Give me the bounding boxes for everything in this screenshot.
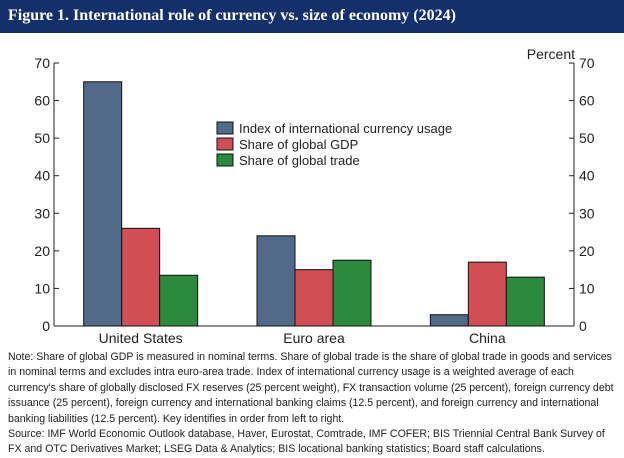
note-text: Note: Share of global GDP is measured in… — [8, 351, 614, 425]
y-tick-label-right: 50 — [579, 130, 595, 146]
y-tick-label-right: 70 — [579, 55, 595, 71]
x-tick-label: China — [469, 330, 506, 346]
chart-legend: Index of international currency usageSha… — [216, 121, 452, 168]
y-tick-label-right: 10 — [579, 280, 595, 296]
y-tick-label-left: 60 — [34, 93, 50, 109]
page-title: Figure 1. International role of currency… — [8, 7, 456, 24]
legend-swatch — [216, 121, 234, 135]
legend-swatch — [216, 153, 234, 167]
legend-label: Share of global GDP — [239, 137, 358, 152]
y-tick-label-left: 30 — [34, 205, 50, 221]
chart-bars — [83, 81, 545, 327]
y-tick-label-left: 10 — [34, 280, 50, 296]
y-tick-label-left: 0 — [42, 318, 50, 334]
y-tick-label-left: 50 — [34, 130, 50, 146]
y-tick-label-left: 20 — [34, 243, 50, 259]
bar — [256, 235, 296, 327]
bar — [294, 269, 334, 327]
bar — [429, 314, 469, 327]
bar — [505, 276, 545, 327]
legend-label: Share of global trade — [239, 153, 360, 168]
y-tick-label-right: 0 — [579, 318, 587, 334]
bar — [467, 261, 507, 327]
bar — [83, 81, 123, 327]
chart-notes: Note: Share of global GDP is measured in… — [8, 350, 620, 458]
y-tick-label-right: 30 — [579, 205, 595, 221]
y-tick-label-left: 70 — [34, 55, 50, 71]
y-tick-label-right: 20 — [579, 243, 595, 259]
legend-label: Index of international currency usage — [239, 121, 452, 136]
y-axis-unit-label: Percent — [527, 46, 575, 62]
bar — [332, 259, 372, 327]
y-tick-label-right: 60 — [579, 93, 595, 109]
y-tick-label-left: 40 — [34, 168, 50, 184]
x-tick-label: United States — [99, 330, 183, 346]
bar — [159, 274, 199, 327]
title-bar: Figure 1. International role of currency… — [0, 0, 624, 33]
bar — [121, 227, 161, 327]
source-text: Source: IMF World Economic Outlook datab… — [8, 428, 605, 456]
y-tick-label-right: 40 — [579, 168, 595, 184]
x-tick-label: Euro area — [283, 330, 345, 346]
legend-swatch — [216, 137, 234, 151]
